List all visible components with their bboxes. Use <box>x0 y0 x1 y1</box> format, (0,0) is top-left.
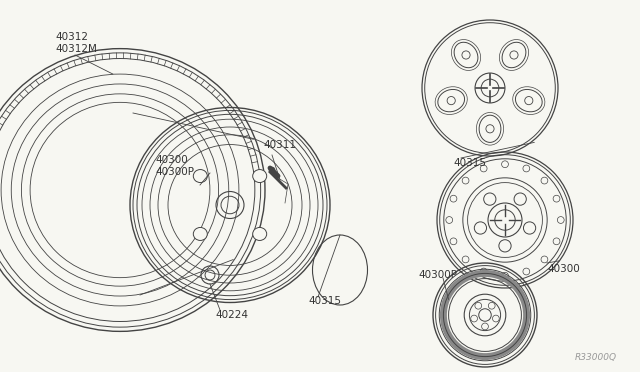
Text: R33000Q: R33000Q <box>575 353 617 362</box>
Circle shape <box>502 272 508 279</box>
Ellipse shape <box>515 89 542 112</box>
Circle shape <box>462 177 469 184</box>
Circle shape <box>462 256 469 263</box>
Circle shape <box>499 240 511 252</box>
Ellipse shape <box>479 115 501 142</box>
Circle shape <box>523 268 530 275</box>
Circle shape <box>488 302 495 309</box>
Circle shape <box>541 256 548 263</box>
Circle shape <box>446 217 452 224</box>
Text: 40300P: 40300P <box>418 270 457 280</box>
Circle shape <box>471 315 477 322</box>
Text: 40300: 40300 <box>155 155 188 165</box>
Circle shape <box>502 161 508 168</box>
Text: 40224: 40224 <box>215 310 248 320</box>
Text: 40315: 40315 <box>308 296 341 306</box>
Circle shape <box>493 315 499 322</box>
Circle shape <box>484 193 496 205</box>
Ellipse shape <box>193 227 207 240</box>
Circle shape <box>553 195 560 202</box>
Ellipse shape <box>193 170 207 183</box>
Ellipse shape <box>438 89 465 112</box>
Circle shape <box>269 167 275 173</box>
Ellipse shape <box>454 42 478 68</box>
Circle shape <box>514 193 526 205</box>
Circle shape <box>482 323 488 330</box>
Text: 40311: 40311 <box>263 140 296 150</box>
Circle shape <box>524 222 536 234</box>
Circle shape <box>475 302 482 309</box>
Ellipse shape <box>253 227 267 240</box>
Circle shape <box>553 238 560 245</box>
Circle shape <box>480 268 487 275</box>
Circle shape <box>557 217 564 224</box>
Text: 40312M: 40312M <box>55 44 97 54</box>
Text: 40300: 40300 <box>547 264 580 274</box>
Circle shape <box>541 177 548 184</box>
Circle shape <box>450 238 457 245</box>
Text: 40300P: 40300P <box>155 167 194 177</box>
Circle shape <box>474 222 486 234</box>
Circle shape <box>450 195 457 202</box>
Circle shape <box>480 165 487 172</box>
Text: 40312: 40312 <box>55 32 88 42</box>
Text: 40315: 40315 <box>453 158 486 168</box>
Ellipse shape <box>253 170 267 183</box>
Circle shape <box>523 165 530 172</box>
Ellipse shape <box>502 42 526 68</box>
